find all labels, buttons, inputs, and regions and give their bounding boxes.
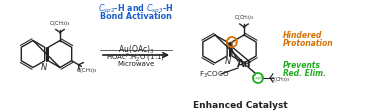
Text: Au(OAc)$_3$: Au(OAc)$_3$	[118, 43, 154, 55]
Text: C(CH$_3$)$_3$: C(CH$_3$)$_3$	[270, 74, 290, 83]
Text: C(CH$_3$)$_3$: C(CH$_3$)$_3$	[234, 13, 254, 22]
Text: C(CH$_3$)$_3$: C(CH$_3$)$_3$	[49, 19, 71, 28]
Text: Prevents: Prevents	[283, 60, 321, 69]
Text: Bond Activation: Bond Activation	[100, 12, 172, 21]
Text: Au: Au	[237, 58, 251, 68]
Text: HOAc$^F$:H$_2$O (1:1): HOAc$^F$:H$_2$O (1:1)	[107, 52, 166, 64]
Text: N: N	[225, 57, 231, 66]
Text: F$_3$COCO: F$_3$COCO	[199, 69, 230, 79]
Text: Hindered: Hindered	[283, 31, 322, 40]
Text: Enhanced Catalyst: Enhanced Catalyst	[193, 100, 287, 109]
Text: Red. Elim.: Red. Elim.	[283, 68, 326, 77]
Text: Protonation: Protonation	[283, 39, 334, 48]
Text: $C_{sp3}$: $C_{sp3}$	[251, 73, 265, 83]
Text: C(CH$_3$)$_3$: C(CH$_3$)$_3$	[76, 66, 98, 75]
Text: N: N	[40, 62, 47, 71]
Text: $C_{sp2}$-H and $C_{sp3}$-H: $C_{sp2}$-H and $C_{sp3}$-H	[98, 3, 174, 16]
Text: Microwave: Microwave	[118, 60, 155, 66]
Text: $C_{sp2}$: $C_{sp2}$	[225, 38, 239, 48]
